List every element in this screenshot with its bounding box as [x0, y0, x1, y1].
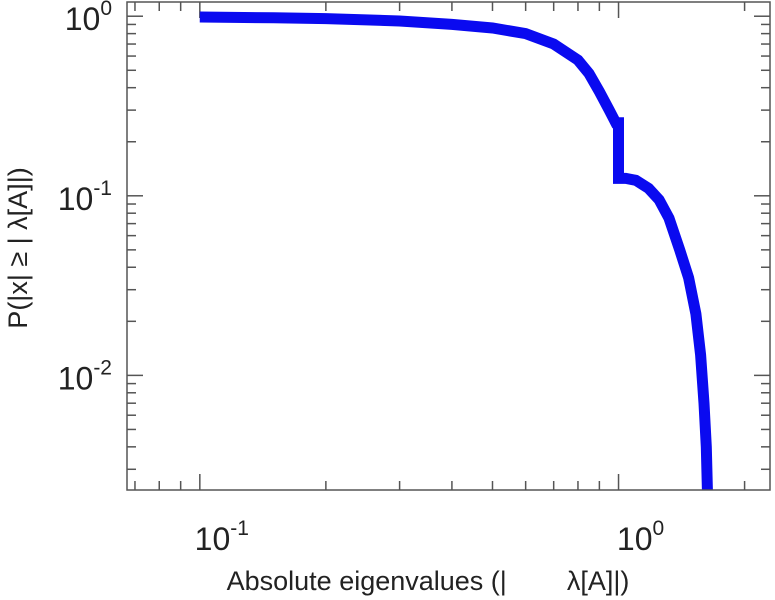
- y-tick-label-exp: 0: [100, 0, 112, 20]
- y-tick-label: 10-1: [58, 177, 112, 217]
- y-tick-label-exp: -1: [93, 177, 112, 200]
- y-tick-label-base: 10: [58, 181, 94, 217]
- x-axis-label-part-2: λ[A]|): [567, 566, 630, 596]
- x-tick-label-exp: 0: [652, 517, 664, 540]
- x-tick-label: 10-1: [195, 517, 249, 557]
- y-tick-label: 10-2: [58, 356, 112, 396]
- x-axis-label-part-1: Absolute eigenvalues (|: [227, 566, 507, 596]
- y-tick-label-base: 10: [58, 360, 94, 396]
- plot-frame: [126, 1, 771, 491]
- x-tick-label-exp: -1: [230, 517, 249, 540]
- x-tick-label: 100: [617, 517, 664, 557]
- series-line: [199, 11, 713, 491]
- axis-ticks: [127, 2, 770, 490]
- x-tick-label-base: 10: [195, 521, 231, 557]
- x-tick-label-base: 10: [617, 521, 653, 557]
- x-axis-label: Absolute eigenvalues (| λ[A]|): [227, 566, 630, 596]
- y-tick-label: 100: [65, 0, 112, 37]
- y-tick-label-exp: -2: [93, 356, 112, 379]
- y-axis-label: P(|x| ≥ | λ[A]|): [3, 167, 33, 328]
- y-tick-label-base: 10: [65, 1, 101, 37]
